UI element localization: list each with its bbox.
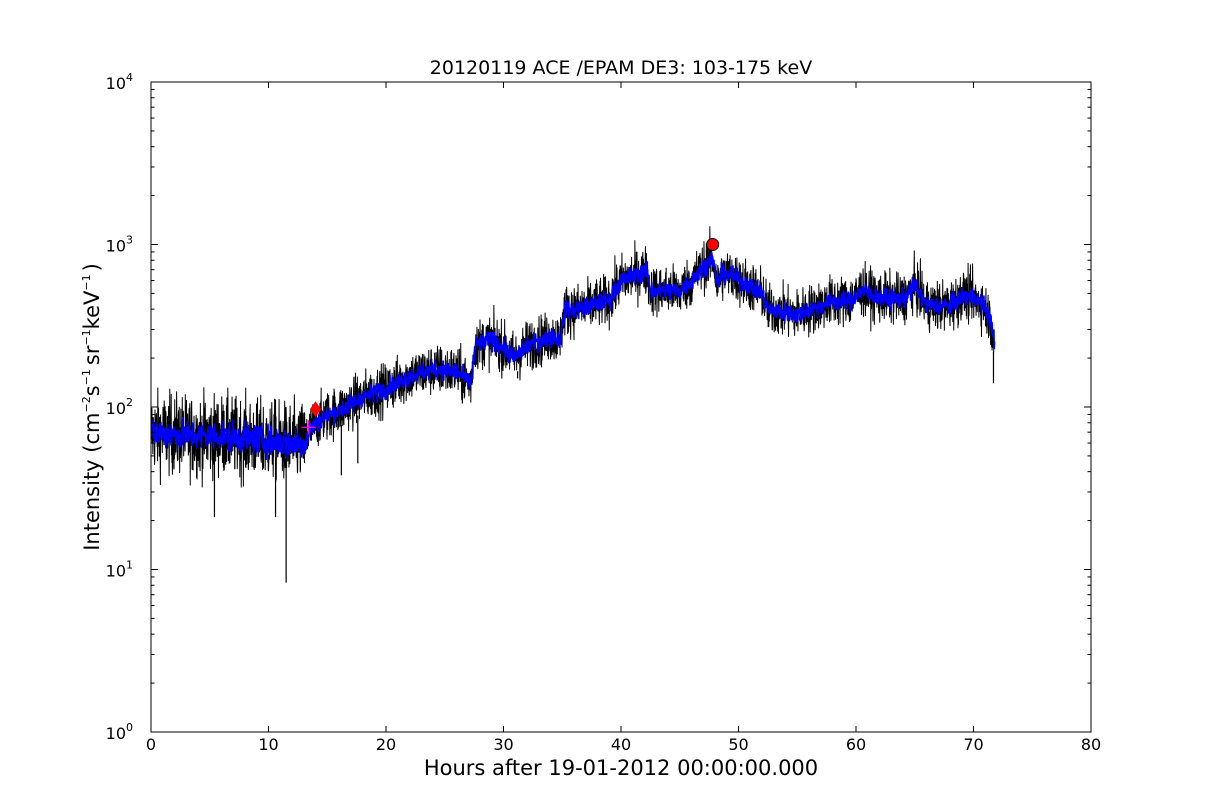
- y-axis-label-prefix: Intensity (cm: [80, 413, 104, 551]
- y-axis-label-unit-s: s: [80, 385, 104, 396]
- series-layer: [151, 226, 996, 583]
- x-tick-label: 40: [611, 735, 631, 754]
- x-tick-label: 60: [846, 735, 866, 754]
- chart-title: 20120119 ACE /EPAM DE3: 103-175 keV: [430, 57, 812, 79]
- marker-plus: [301, 420, 316, 435]
- plot-area: [151, 226, 996, 583]
- y-tick-label-exponent: 1: [126, 559, 133, 572]
- y-tick-label-base: 10: [106, 562, 126, 581]
- axes-frame: [150, 81, 1092, 733]
- y-tick-label-base: 10: [106, 724, 126, 743]
- y-tick-label: 100: [106, 721, 133, 743]
- marker-layer: [301, 238, 720, 435]
- x-tick-label: 50: [728, 735, 748, 754]
- y-tick-label: 104: [106, 71, 133, 93]
- y-tick-label: 101: [106, 559, 133, 581]
- y-axis-label-exp-1: −2: [80, 396, 93, 412]
- y-tick-label-exponent: 4: [126, 71, 133, 84]
- y-axis-label-suffix: ): [80, 263, 104, 271]
- y-tick-label-base: 10: [106, 399, 126, 418]
- x-axis-ticks: 0 10 20 30 40 50 60 70 80: [146, 82, 1101, 754]
- y-axis-label-unit-sr: sr: [80, 345, 104, 365]
- y-tick-label-exponent: 3: [126, 234, 133, 247]
- y-tick-label: 102: [106, 396, 133, 418]
- marker-peak-circle: [706, 238, 720, 251]
- y-tick-label: 103: [106, 234, 133, 256]
- x-tick-label: 0: [146, 735, 156, 754]
- y-tick-label-exponent: 0: [126, 721, 133, 734]
- y-axis-label-exp-4: −1: [80, 274, 93, 290]
- series-smoothed-line: [151, 251, 996, 461]
- x-tick-label: 30: [493, 735, 513, 754]
- x-tick-label: 80: [1081, 735, 1101, 754]
- x-tick-label: 10: [258, 735, 278, 754]
- y-axis-label-exp-2: −1: [80, 369, 93, 385]
- x-tick-label: 70: [963, 735, 983, 754]
- y-axis-label-exp-3: −1: [80, 329, 93, 345]
- y-tick-label-exponent: 2: [126, 396, 133, 409]
- y-axis-label: Intensity (cm−2s−1sr−1keV−1): [80, 263, 104, 551]
- y-axis-label-unit-kev: keV: [80, 290, 104, 329]
- x-tick-label: 20: [376, 735, 396, 754]
- y-tick-label-base: 10: [106, 237, 126, 256]
- x-axis-label: Hours after 19-01-2012 00:00:00.000: [424, 756, 818, 780]
- y-tick-label-base: 10: [106, 74, 126, 93]
- marker-onset-diamond: [309, 401, 322, 418]
